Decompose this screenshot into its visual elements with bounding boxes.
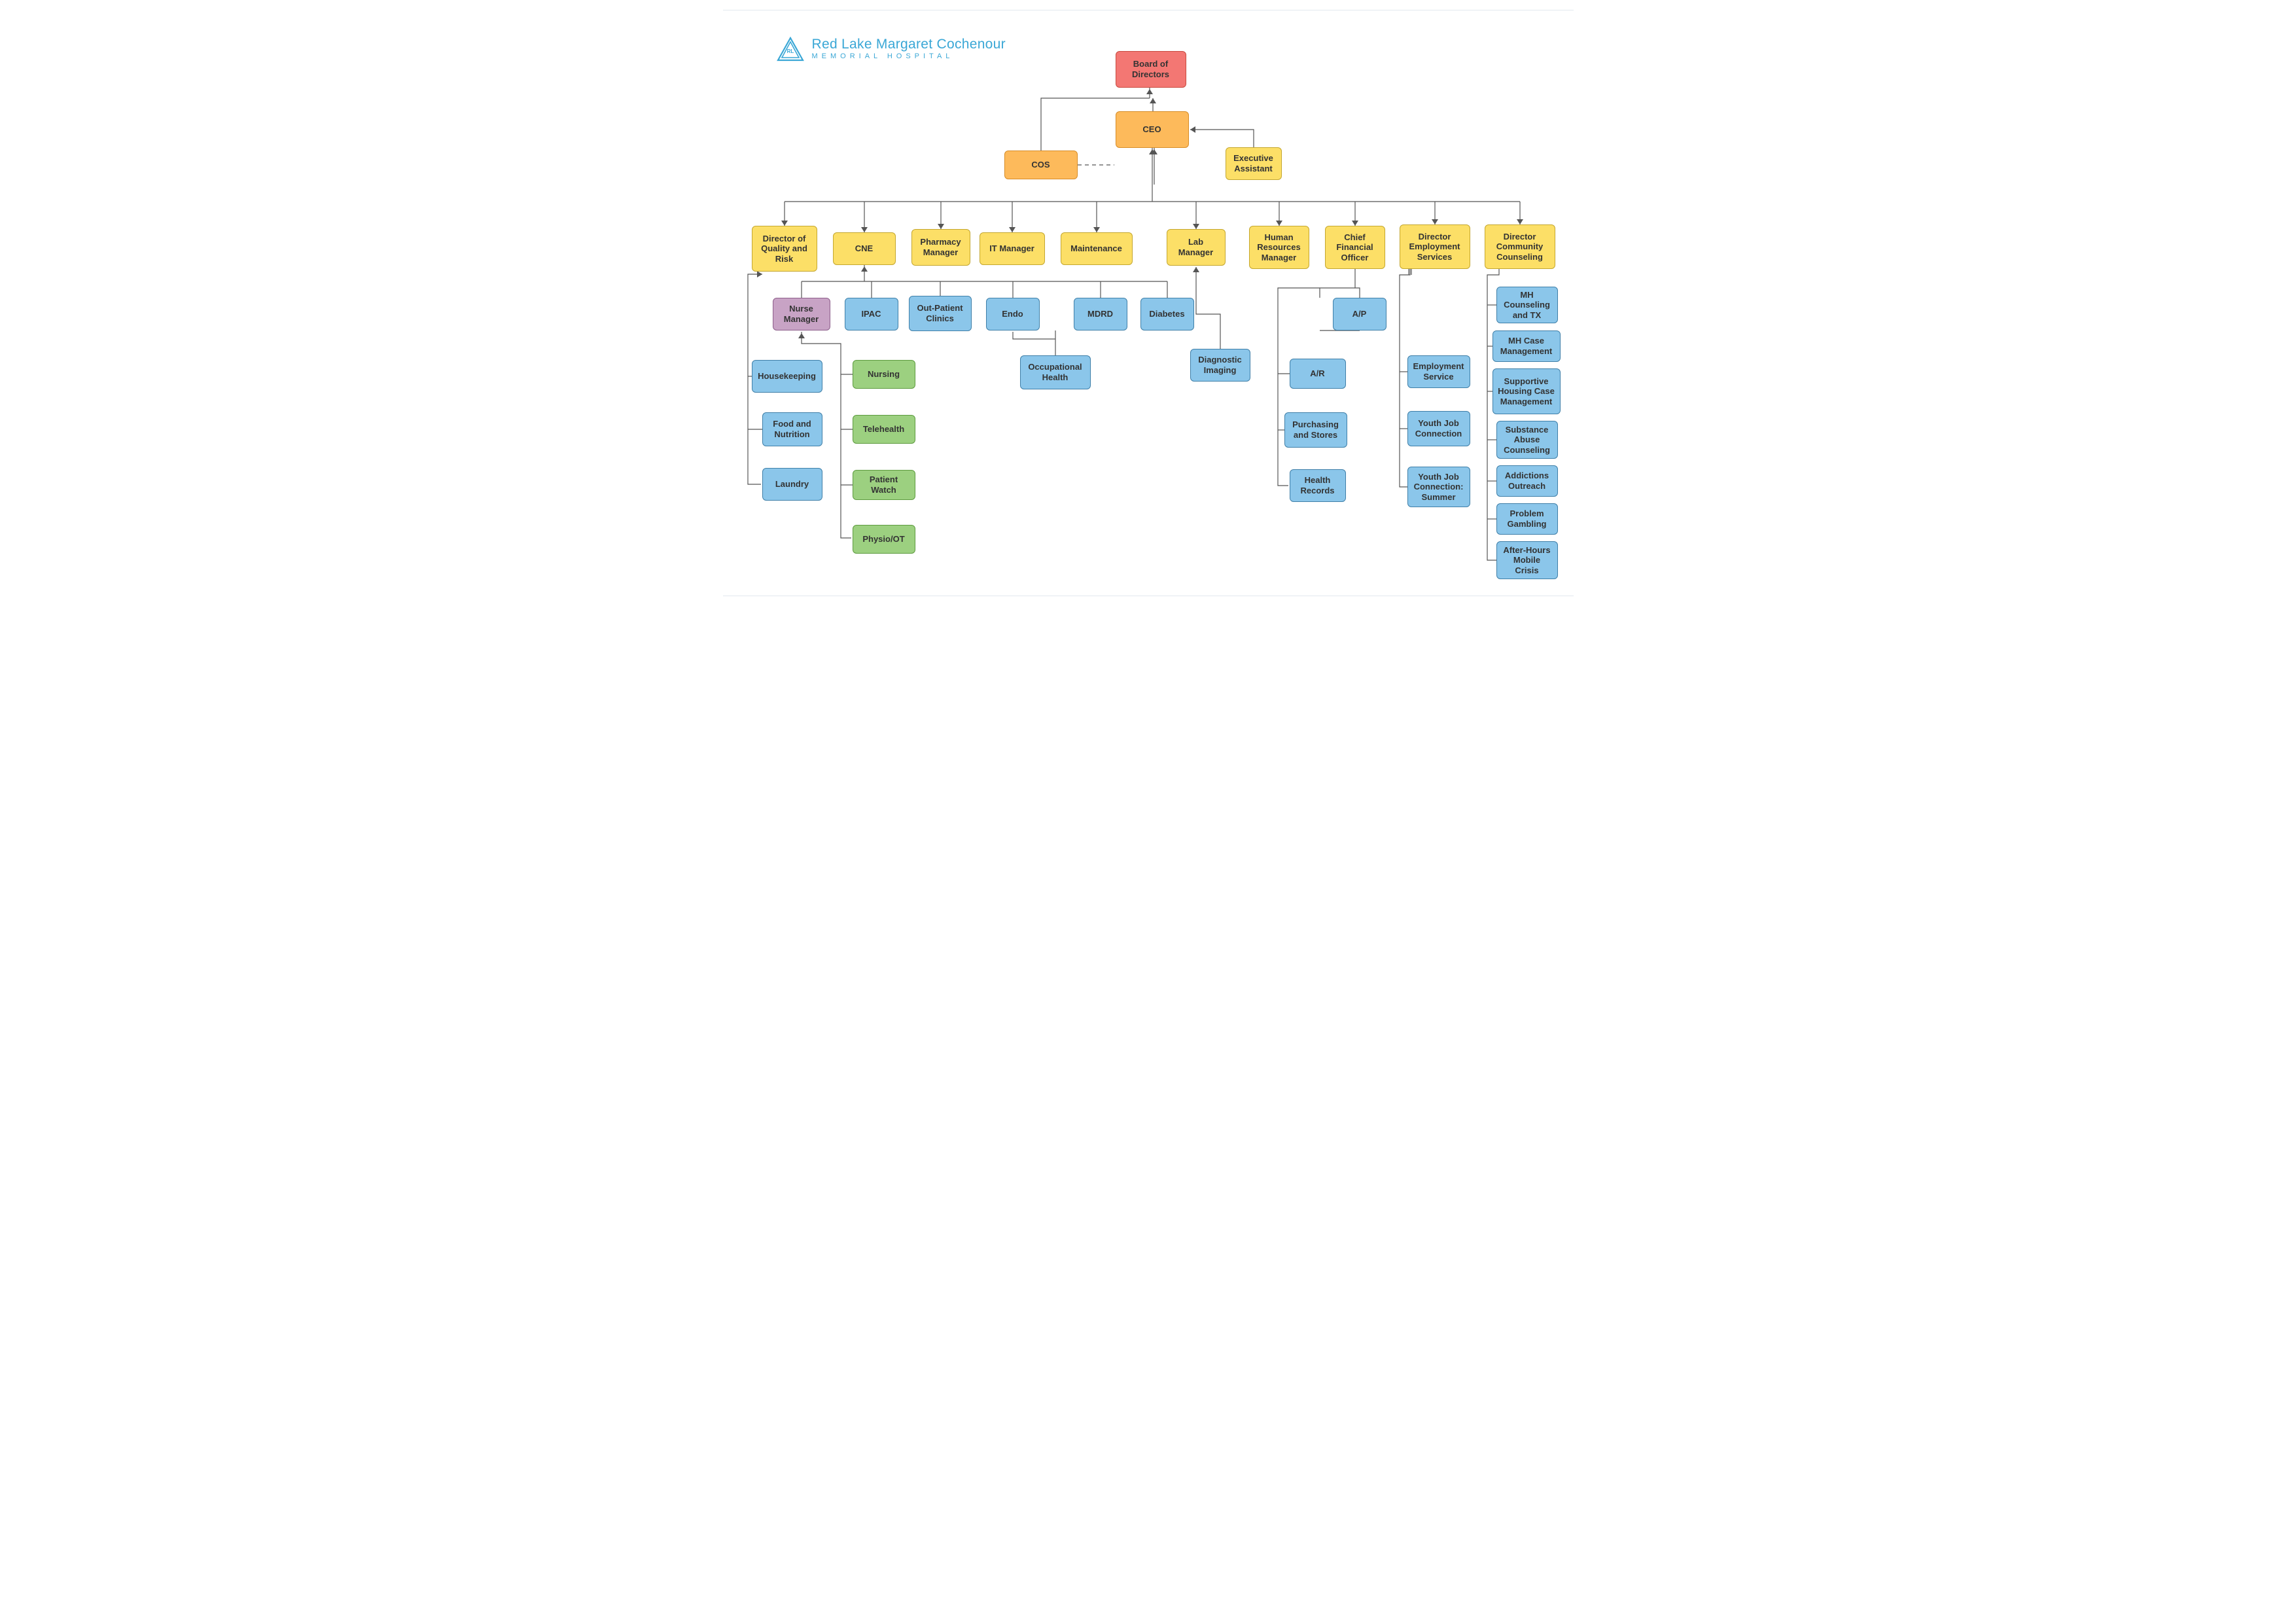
- svg-text:RL: RL: [786, 48, 794, 54]
- node-esv: Employment Service: [1407, 355, 1470, 388]
- node-mcm: MH Case Management: [1492, 330, 1561, 362]
- node-board: Board of Directors: [1116, 51, 1186, 88]
- node-hsk: Housekeeping: [752, 360, 822, 393]
- node-cos: COS: [1004, 151, 1078, 179]
- node-nm: Nurse Manager: [773, 298, 830, 330]
- node-cne: CNE: [833, 232, 896, 265]
- node-shcm: Supportive Housing Case Management: [1492, 368, 1561, 414]
- node-pgam: Problem Gambling: [1496, 503, 1558, 535]
- node-opc: Out-Patient Clinics: [909, 296, 972, 331]
- node-ar: A/R: [1290, 359, 1346, 389]
- node-nurs: Nursing: [853, 360, 915, 389]
- node-exec: Executive Assistant: [1226, 147, 1282, 180]
- node-lab: Lab Manager: [1167, 229, 1226, 266]
- node-des: Director Employment Services: [1400, 224, 1470, 269]
- node-pharm: Pharmacy Manager: [911, 229, 970, 266]
- node-itm: IT Manager: [980, 232, 1045, 265]
- node-aout: Addictions Outreach: [1496, 465, 1558, 497]
- node-di: Diagnostic Imaging: [1190, 349, 1250, 382]
- node-ceo: CEO: [1116, 111, 1189, 148]
- node-tele: Telehealth: [853, 415, 915, 444]
- node-mct: MH Counseling and TX: [1496, 287, 1558, 323]
- node-fnn: Food and Nutrition: [762, 412, 822, 446]
- node-cfo: Chief Financial Officer: [1325, 226, 1385, 269]
- node-ipac: IPAC: [845, 298, 898, 330]
- node-ap: A/P: [1333, 298, 1386, 330]
- logo-line-2: MEMORIAL HOSPITAL: [812, 53, 1006, 61]
- node-endo: Endo: [986, 298, 1040, 330]
- node-amc: After-Hours Mobile Crisis: [1496, 541, 1558, 579]
- node-och: Occupational Health: [1020, 355, 1091, 389]
- node-hrec: Health Records: [1290, 469, 1346, 502]
- org-chart-page: RL Red Lake Margaret Cochenour MEMORIAL …: [723, 0, 1574, 602]
- logo-triangle-icon: RL: [777, 37, 804, 62]
- node-phy: Physio/OT: [853, 525, 915, 554]
- hospital-logo: RL Red Lake Margaret Cochenour MEMORIAL …: [777, 37, 1006, 62]
- node-lau: Laundry: [762, 468, 822, 501]
- node-pw: Patient Watch: [853, 470, 915, 500]
- node-hr: Human Resources Manager: [1249, 226, 1309, 269]
- node-pst: Purchasing and Stores: [1284, 412, 1347, 448]
- node-dqr: Director of Quality and Risk: [752, 226, 817, 272]
- node-mdrd: MDRD: [1074, 298, 1127, 330]
- node-yjcs: Youth Job Connection: Summer: [1407, 467, 1470, 507]
- node-diab: Diabetes: [1140, 298, 1194, 330]
- node-sac: Substance Abuse Counseling: [1496, 421, 1558, 459]
- node-dcc: Director Community Counseling: [1485, 224, 1555, 269]
- node-yjc: Youth Job Connection: [1407, 411, 1470, 446]
- node-maint: Maintenance: [1061, 232, 1133, 265]
- logo-line-1: Red Lake Margaret Cochenour: [812, 37, 1006, 52]
